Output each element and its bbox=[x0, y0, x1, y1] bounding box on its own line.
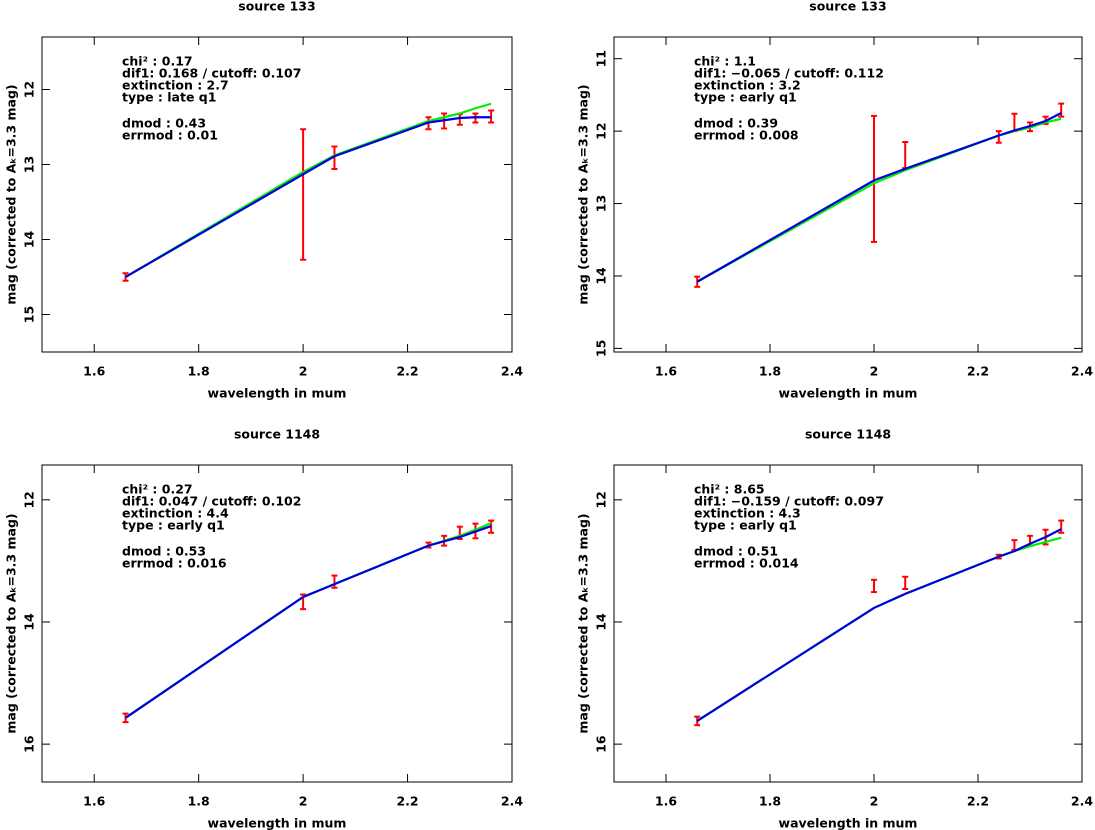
x-tick-label: 1.6 bbox=[655, 794, 677, 809]
y-tick-label: 12 bbox=[594, 122, 609, 139]
error-bar bbox=[1011, 539, 1018, 551]
y-tick-label: 13 bbox=[22, 156, 37, 173]
model-line bbox=[696, 112, 1062, 283]
x-axis-label: wavelength in mum bbox=[779, 816, 918, 830]
x-tick-label: 2 bbox=[870, 364, 879, 379]
annotation: type : early q1 bbox=[694, 518, 797, 533]
y-axis-label: mag (corrected to Aₖ=3.3 mag) bbox=[4, 84, 19, 304]
annotation: chi² : 8.65 bbox=[694, 482, 765, 497]
annotation: type : early q1 bbox=[694, 90, 797, 105]
error-bar bbox=[871, 578, 877, 594]
y-tick-label: 16 bbox=[22, 735, 37, 753]
annotation: extinction : 4.3 bbox=[694, 506, 801, 521]
model-line bbox=[124, 102, 492, 278]
annotation: dmod : 0.53 bbox=[122, 544, 206, 559]
plot-frame bbox=[613, 36, 1083, 353]
annotation: dif1: −0.065 / cutoff: 0.112 bbox=[694, 66, 884, 81]
chart-title: source 1148 bbox=[805, 427, 891, 442]
annotation: extinction : 3.2 bbox=[694, 78, 801, 93]
x-tick-label: 1.6 bbox=[83, 364, 105, 379]
x-tick-label: 2.2 bbox=[396, 364, 418, 379]
x-axis-label: wavelength in mum bbox=[779, 386, 918, 401]
y-tick-label: 13 bbox=[594, 195, 609, 212]
error-bar bbox=[902, 575, 909, 590]
plot-frame bbox=[41, 464, 513, 783]
y-tick-label: 12 bbox=[22, 491, 37, 508]
y-tick-label: 14 bbox=[22, 231, 37, 249]
y-tick-label: 12 bbox=[594, 491, 609, 508]
y-tick-label: 15 bbox=[22, 306, 37, 323]
chart-title: source 1148 bbox=[234, 427, 320, 442]
annotation: extinction : 4.4 bbox=[122, 506, 229, 521]
y-tick-label: 15 bbox=[594, 340, 609, 357]
annotation: extinction : 2.7 bbox=[122, 78, 229, 93]
x-tick-label: 2 bbox=[299, 364, 308, 379]
x-tick-label: 1.6 bbox=[83, 794, 105, 809]
x-tick-label: 2.2 bbox=[967, 364, 989, 379]
y-axis-label: mag (corrected to Aₖ=3.3 mag) bbox=[576, 84, 591, 304]
y-tick-label: 12 bbox=[22, 81, 37, 98]
y-tick-label: 16 bbox=[594, 735, 609, 753]
model-line bbox=[696, 528, 1062, 722]
annotation: chi² : 1.1 bbox=[694, 54, 756, 69]
x-tick-label: 2.2 bbox=[967, 794, 989, 809]
error-bar bbox=[456, 113, 463, 126]
model-line bbox=[125, 116, 492, 278]
x-tick-label: 1.6 bbox=[655, 364, 677, 379]
x-tick-label: 1.8 bbox=[759, 794, 781, 809]
x-tick-label: 2.4 bbox=[1071, 364, 1093, 379]
x-tick-label: 2 bbox=[870, 794, 879, 809]
annotation: dmod : 0.39 bbox=[694, 116, 778, 131]
model-line bbox=[124, 525, 492, 719]
annotation: dif1: 0.168 / cutoff: 0.107 bbox=[122, 66, 301, 81]
x-tick-label: 2 bbox=[299, 794, 308, 809]
error-bar bbox=[300, 128, 307, 261]
annotation: type : early q1 bbox=[122, 518, 225, 533]
annotation: errmod : 0.014 bbox=[694, 556, 799, 571]
error-bar bbox=[871, 114, 877, 243]
annotation: dmod : 0.51 bbox=[694, 544, 778, 559]
error-bar bbox=[995, 130, 1002, 144]
x-axis-label: wavelength in mum bbox=[208, 386, 347, 401]
error-bar bbox=[1058, 519, 1065, 534]
annotation: dif1: 0.047 / cutoff: 0.102 bbox=[122, 494, 301, 509]
annotation: errmod : 0.016 bbox=[122, 556, 227, 571]
y-axis-label: mag (corrected to Aₖ=3.3 mag) bbox=[4, 513, 19, 733]
chart-title: source 133 bbox=[238, 0, 315, 14]
y-tick-label: 14 bbox=[22, 613, 37, 631]
annotation: dmod : 0.43 bbox=[122, 116, 206, 131]
y-tick-label: 11 bbox=[594, 50, 609, 67]
x-tick-label: 1.8 bbox=[759, 364, 781, 379]
plot-frame bbox=[41, 36, 513, 353]
x-tick-label: 2.4 bbox=[501, 794, 523, 809]
error-bar bbox=[331, 145, 338, 170]
y-tick-label: 14 bbox=[594, 613, 609, 631]
x-tick-label: 2.4 bbox=[501, 364, 523, 379]
annotation: type : late q1 bbox=[122, 90, 216, 105]
annotation: dif1: −0.159 / cutoff: 0.097 bbox=[694, 494, 884, 509]
y-tick-label: 14 bbox=[594, 267, 609, 285]
x-tick-label: 2.2 bbox=[396, 794, 418, 809]
x-tick-label: 1.8 bbox=[188, 364, 210, 379]
error-bar bbox=[902, 141, 909, 170]
annotation: errmod : 0.008 bbox=[694, 128, 799, 143]
chart-title: source 133 bbox=[809, 0, 886, 14]
error-bar bbox=[1011, 112, 1018, 133]
model-line bbox=[696, 117, 1062, 283]
y-axis-label: mag (corrected to Aₖ=3.3 mag) bbox=[576, 513, 591, 733]
annotation: chi² : 0.27 bbox=[122, 482, 193, 497]
x-tick-label: 2.4 bbox=[1071, 794, 1093, 809]
plot-frame bbox=[613, 464, 1083, 783]
annotation: errmod : 0.01 bbox=[122, 128, 218, 143]
error-bar bbox=[1058, 102, 1065, 118]
error-bar bbox=[331, 574, 338, 589]
x-tick-label: 1.8 bbox=[188, 794, 210, 809]
annotation: chi² : 0.17 bbox=[122, 54, 193, 69]
x-axis-label: wavelength in mum bbox=[208, 816, 347, 830]
